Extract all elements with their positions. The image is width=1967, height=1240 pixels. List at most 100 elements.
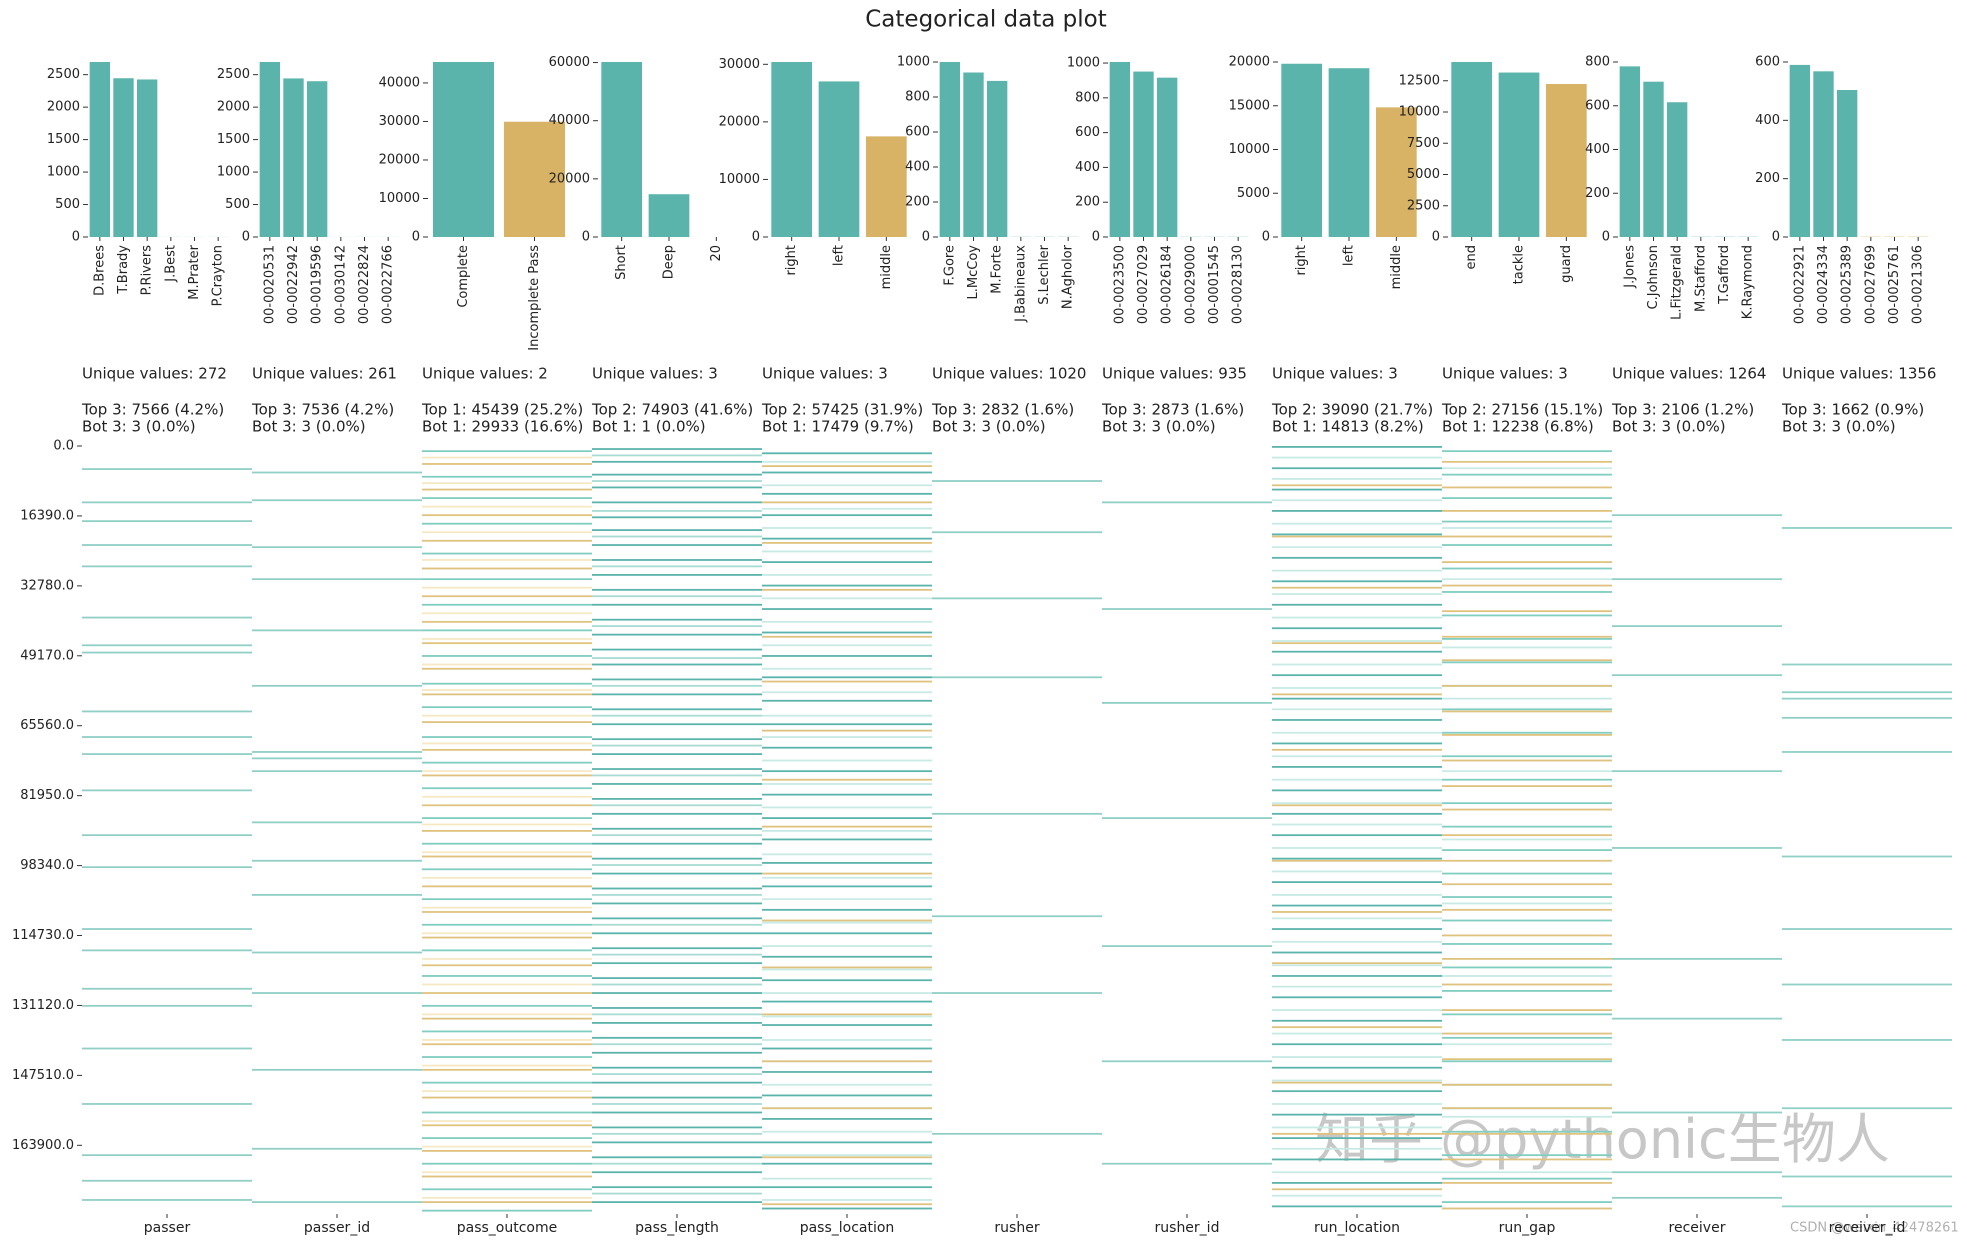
row-stripe [592,633,762,636]
row-stripe [1442,975,1612,977]
x-tick-label: Short [614,245,629,280]
y-tick-label: 10000 [379,191,420,206]
y-tick-label: 131120.0 [12,998,74,1013]
row-stripe [1272,708,1442,711]
top-stat: Top 3: 7566 (4.2%) [81,401,224,419]
row-stripe [1272,748,1442,751]
column-label: pass_location [800,1220,895,1236]
row-stripe [1442,510,1612,512]
row-stripe [762,635,932,638]
row-stripe [1442,710,1612,713]
column-label: run_gap [1499,1220,1556,1236]
row-stripe [1442,1032,1612,1035]
row-stripe [1442,778,1612,781]
unique-count: Unique values: 261 [252,365,397,383]
row-stripe [82,616,252,619]
row-stripe [422,693,592,696]
y-tick-label: 49170.0 [20,648,74,663]
row-stripe [592,992,762,994]
row-stripe [592,678,762,681]
x-tick-label: T.Gafford [1717,245,1732,305]
row-stripe [1442,755,1612,758]
row-stripe [592,1081,762,1084]
row-stripe [762,1156,932,1159]
row-stripe [1272,488,1442,491]
unique-count: Unique values: 2 [422,365,548,383]
row-stripe [592,768,762,770]
row-stripe [592,454,762,457]
y-tick-label: 12500 [1399,73,1440,88]
column-label: pass_outcome [457,1220,558,1236]
x-tick-label: 00-0025761 [1887,245,1902,324]
bar [283,78,304,237]
row-stripe [762,465,932,467]
row-stripe [1272,522,1442,525]
row-stripe [82,1047,252,1050]
bottom-stat: Bot 1: 1 (0.0%) [592,418,706,436]
y-tick-label: 10000 [719,172,760,187]
row-stripe [592,1171,762,1174]
top-stat: Top 3: 7536 (4.2%) [251,401,394,419]
row-stripe [592,953,762,956]
row-stripe [762,817,932,819]
bottom-stat: Bot 3: 3 (0.0%) [1102,418,1216,436]
x-tick-label: J.Babineaux [1013,245,1028,323]
bar [432,62,495,237]
y-tick-label: 98340.0 [20,858,74,873]
row-stripe [1612,578,1782,581]
row-stripe [1612,514,1782,517]
row-stripe [592,1096,762,1099]
row-stripe [592,1186,762,1189]
row-stripe [1272,556,1442,559]
row-stripe [1782,1175,1952,1178]
row-stripe [1442,584,1612,587]
y-tick-label: 0 [752,230,760,245]
row-stripe [1272,1132,1442,1135]
row-stripe [1442,1043,1612,1046]
y-tick-label: 40000 [549,113,590,128]
unique-count: Unique values: 1264 [1612,365,1766,383]
x-tick-label: 00-0028130 [1231,245,1246,324]
row-stripe [1272,535,1442,538]
row-stripe [422,804,592,807]
row-stripe [82,753,252,755]
row-stripe [1442,635,1612,638]
y-tick-label: 800 [905,90,930,105]
row-stripe [932,1132,1102,1135]
row-stripe [422,714,592,717]
row-stripe [762,1186,932,1189]
row-stripe [1442,902,1612,905]
y-tick-label: 147510.0 [12,1068,74,1083]
row-stripe [422,667,592,670]
row-stripe [422,1120,592,1122]
row-stripe [592,448,762,450]
x-tick-label: 00-0021306 [1911,245,1926,324]
row-stripe [762,1015,932,1018]
y-tick-label: 5000 [1407,167,1440,182]
row-stripe [1782,697,1952,700]
row-stripe [422,655,592,657]
bottom-stat: Bot 3: 3 (0.0%) [1782,418,1896,436]
column-label: rusher [994,1220,1039,1236]
row-stripe [762,584,932,587]
row-stripe [762,608,932,610]
row-stripe [762,597,932,600]
row-stripe [422,567,592,570]
row-stripe [592,827,762,830]
row-stripe [1272,917,1442,920]
row-stripe [1612,625,1782,627]
y-tick-label: 800 [1585,55,1610,70]
y-tick-label: 500 [225,197,250,212]
row-stripe [762,676,932,679]
row-stripe [592,535,762,538]
row-stripe [1272,546,1442,549]
y-tick-label: 200 [1755,171,1780,186]
row-stripe [1272,580,1442,583]
x-tick-label: T.Brady [116,245,131,295]
row-stripe [1272,742,1442,745]
y-tick-label: 0.0 [53,439,74,454]
row-stripe [1272,940,1442,943]
row-stripe [1272,1158,1442,1161]
top-stat: Top 1: 45439 (25.2%) [421,401,583,419]
bottom-stat: Bot 3: 3 (0.0%) [252,418,366,436]
